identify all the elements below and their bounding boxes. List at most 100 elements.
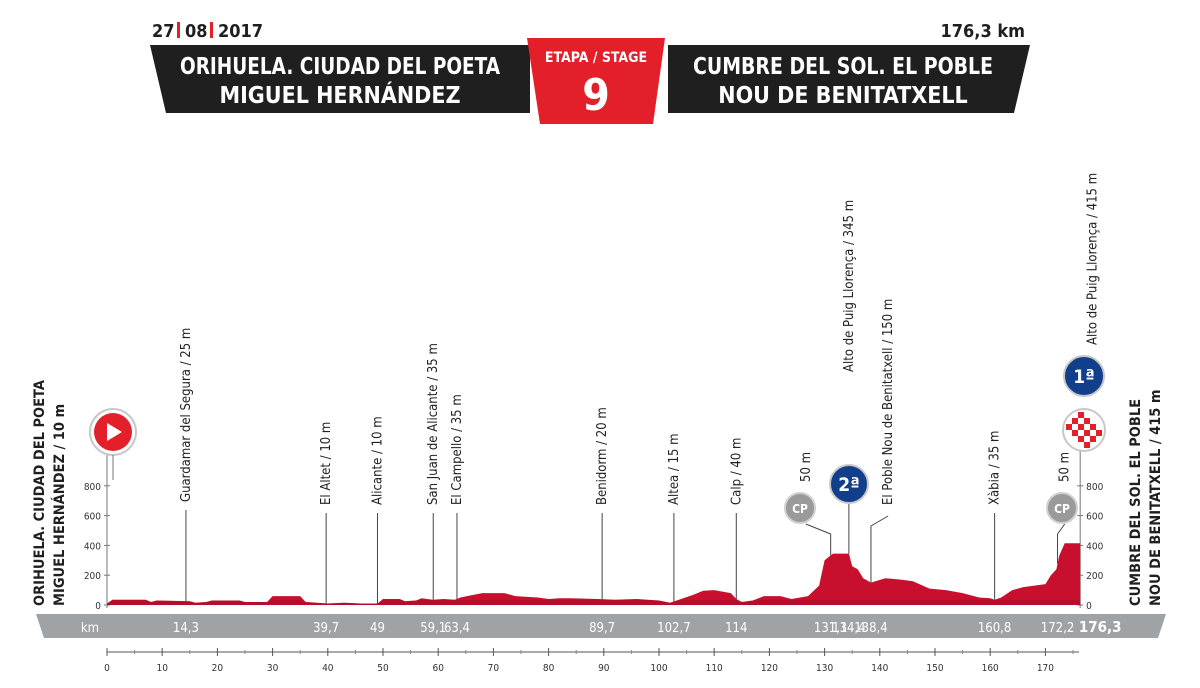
checker-square — [1084, 424, 1090, 430]
x-tick-label: 100 — [650, 663, 667, 674]
x-tick-label: 130 — [816, 663, 833, 674]
checker-square — [1090, 424, 1096, 430]
landmark-label: Alto de Puig Llorença / 415 m — [1085, 173, 1100, 345]
km-strip-value: 138,4 — [854, 621, 887, 636]
km-strip-value: 131,1 — [814, 621, 847, 636]
landmark-leader-line — [1057, 523, 1066, 564]
right-y-tick-label: 600 — [1086, 512, 1103, 523]
checker-square — [1078, 430, 1084, 436]
checker-square — [1084, 418, 1090, 424]
landmark-label: El Poble Nou de Benitatxell / 150 m — [881, 299, 896, 505]
km-strip-value: 39,7 — [313, 621, 339, 636]
x-tick-label: 150 — [926, 663, 943, 674]
landmark-label: 50 m — [799, 452, 814, 482]
km-strip-value: 176,3 — [1079, 618, 1122, 636]
left-y-tick-label: 800 — [84, 482, 101, 493]
x-tick-label: 80 — [543, 663, 555, 674]
stage-label: ETAPA / STAGE — [545, 50, 647, 66]
x-tick-label: 0 — [104, 663, 110, 674]
x-tick-label: 110 — [706, 663, 723, 674]
landmark-label: El Campello / 35 m — [450, 394, 465, 505]
km-strip-value: 63,4 — [444, 621, 470, 636]
finish-banner-line-2: NOU DE BENITATXELL — [718, 83, 968, 109]
right-y-tick-label: 800 — [1086, 482, 1103, 493]
left-y-tick-label: 200 — [84, 571, 101, 582]
start-side-label-line-2: MIGUEL HERNÁNDEZ / 10 m — [51, 404, 68, 606]
landmarks: Guardamar del Segura / 25 m El Altet / 10… — [179, 173, 1100, 604]
checker-square — [1090, 418, 1096, 424]
date-separator — [177, 22, 180, 38]
landmark-label: San Juan de Alicante / 35 m — [426, 343, 441, 505]
x-tick-label: 40 — [322, 663, 334, 674]
right-y-tick-label: 200 — [1086, 571, 1103, 582]
km-strip-value: 160,8 — [978, 621, 1011, 636]
landmark-label: Alto de Puig Llorença / 345 m — [842, 200, 857, 372]
date-year: 2017 — [218, 21, 263, 42]
elevation-profile-shade — [107, 599, 1081, 605]
date-day: 27 — [152, 21, 175, 42]
km-strip-value: 134,4 — [832, 621, 865, 636]
landmark-label: Alicante / 10 m — [370, 416, 385, 505]
checker-square — [1072, 430, 1078, 436]
start-side-label-line-1: ORIHUELA. CIUDAD DEL POETA — [32, 379, 48, 606]
x-tick-label: 90 — [598, 663, 610, 674]
checker-square — [1078, 418, 1084, 424]
checker-square — [1096, 430, 1102, 436]
checker-square — [1072, 418, 1078, 424]
x-tick-label: 170 — [1037, 663, 1054, 674]
km-strip-label: km — [81, 621, 99, 636]
checker-square — [1090, 436, 1096, 442]
left-y-tick-label: 400 — [84, 541, 101, 552]
landmark-label: 50 m — [1058, 452, 1073, 482]
km-strip-value: 114 — [725, 621, 747, 636]
checker-square — [1084, 430, 1090, 436]
category-1-climb-icon: 1ª — [1063, 355, 1105, 397]
finish-banner-line-1: CUMBRE DEL SOL. EL POBLE — [693, 54, 993, 80]
elevation-axes: 0 200 400 600 800 0 200 400 600 800 — [84, 446, 1104, 612]
landmark-label: Altea / 15 m — [667, 433, 682, 505]
finish-side-label-line-1: CUMBRE DEL SOL. EL POBLE — [1128, 399, 1144, 606]
checker-square — [1084, 412, 1090, 418]
checker-square — [1096, 424, 1102, 430]
right-y-tick-label: 0 — [1086, 601, 1092, 612]
checker-square — [1078, 442, 1084, 448]
checker-square — [1072, 436, 1078, 442]
category-2-climb-icon: 2ª — [829, 464, 869, 504]
checker-square — [1084, 442, 1090, 448]
x-tick-label: 70 — [488, 663, 500, 674]
x-tick-label: 160 — [982, 663, 999, 674]
sprint-point-icon: CP — [784, 492, 816, 524]
right-y-tick-label: 400 — [1086, 541, 1103, 552]
left-y-tick-label: 600 — [84, 512, 101, 523]
stage-number: 9 — [582, 70, 610, 121]
x-tick-label: 60 — [432, 663, 444, 674]
x-tick-label: 120 — [761, 663, 778, 674]
start-banner-line-2: MIGUEL HERNÁNDEZ — [220, 81, 461, 109]
km-strip-value: 49 — [370, 621, 385, 636]
date-month: 08 — [185, 21, 208, 42]
start-banner — [150, 45, 530, 113]
checker-square — [1072, 424, 1078, 430]
start-flag-icon — [89, 408, 137, 456]
finish-side-label-line-2: NOU DE BENITATXELL / 415 m — [1148, 390, 1164, 607]
x-tick-label: 140 — [871, 663, 888, 674]
km-strip-value: 172,2 — [1041, 621, 1074, 636]
sprint-point-text: CP — [792, 502, 808, 516]
sprint-point-text: CP — [1054, 502, 1070, 516]
km-strip-value: 89,7 — [589, 621, 615, 636]
km-strip: km 14,3 39,7 49 59,163,4 89,7 102,7 114 131,113… — [36, 614, 1166, 638]
x-tick-label: 30 — [267, 663, 279, 674]
km-strip-values: 14,3 39,7 49 59,163,4 89,7 102,7 114 131,1134,4… — [173, 618, 1122, 636]
checker-square — [1090, 430, 1096, 436]
total-distance: 176,3 km — [941, 21, 1026, 42]
km-strip-value: 14,3 — [173, 621, 199, 636]
left-y-tick-label: 0 — [95, 601, 101, 612]
x-axis-ticks: 0 10 20 30 40 50 60 70 80 90 100 110 120 130 140 150 160… — [104, 648, 1074, 674]
checker-square — [1078, 436, 1084, 442]
x-tick-label: 50 — [377, 663, 389, 674]
checker-square — [1066, 430, 1072, 436]
header: 27 08 2017 176,3 km ORIHUELA. CIUDAD DEL… — [150, 21, 1030, 124]
checker-square — [1066, 424, 1072, 430]
landmark-label: Guardamar del Segura / 25 m — [179, 328, 194, 502]
